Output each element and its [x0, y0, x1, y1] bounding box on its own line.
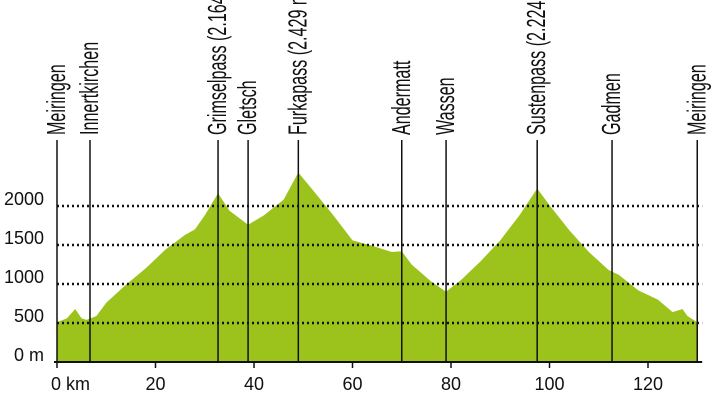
- x-tick-label: 40: [244, 374, 264, 394]
- x-tick-label: 100: [534, 374, 564, 394]
- x-tick-label: 0 km: [51, 374, 90, 394]
- marker-label: Andermatt: [386, 61, 416, 135]
- marker-label: Grimselpass (2.164 m): [202, 0, 232, 135]
- y-tick-label: 2000: [4, 189, 44, 209]
- x-tick-label: 60: [342, 374, 362, 394]
- marker-label: Meiringen: [41, 64, 71, 135]
- y-tick-label: 0 m: [14, 345, 44, 365]
- elevation-area: [57, 172, 698, 362]
- marker-label: Sustenpass (2.224 m): [521, 0, 551, 135]
- marker-label: Furkapass (2.429 m): [282, 0, 312, 135]
- x-tick-label: 120: [633, 374, 663, 394]
- marker-label: Innertkirchen: [74, 42, 104, 135]
- marker-label: Wassen: [430, 77, 460, 135]
- x-tick-label: 20: [145, 374, 165, 394]
- x-tick-label: 80: [441, 374, 461, 394]
- y-tick-label: 500: [14, 306, 44, 326]
- y-tick-label: 1000: [4, 267, 44, 287]
- marker-label: Meiringen: [681, 64, 711, 135]
- marker-label: Gletsch: [232, 80, 262, 135]
- marker-label: Gadmen: [596, 73, 626, 135]
- y-tick-label: 1500: [4, 228, 44, 248]
